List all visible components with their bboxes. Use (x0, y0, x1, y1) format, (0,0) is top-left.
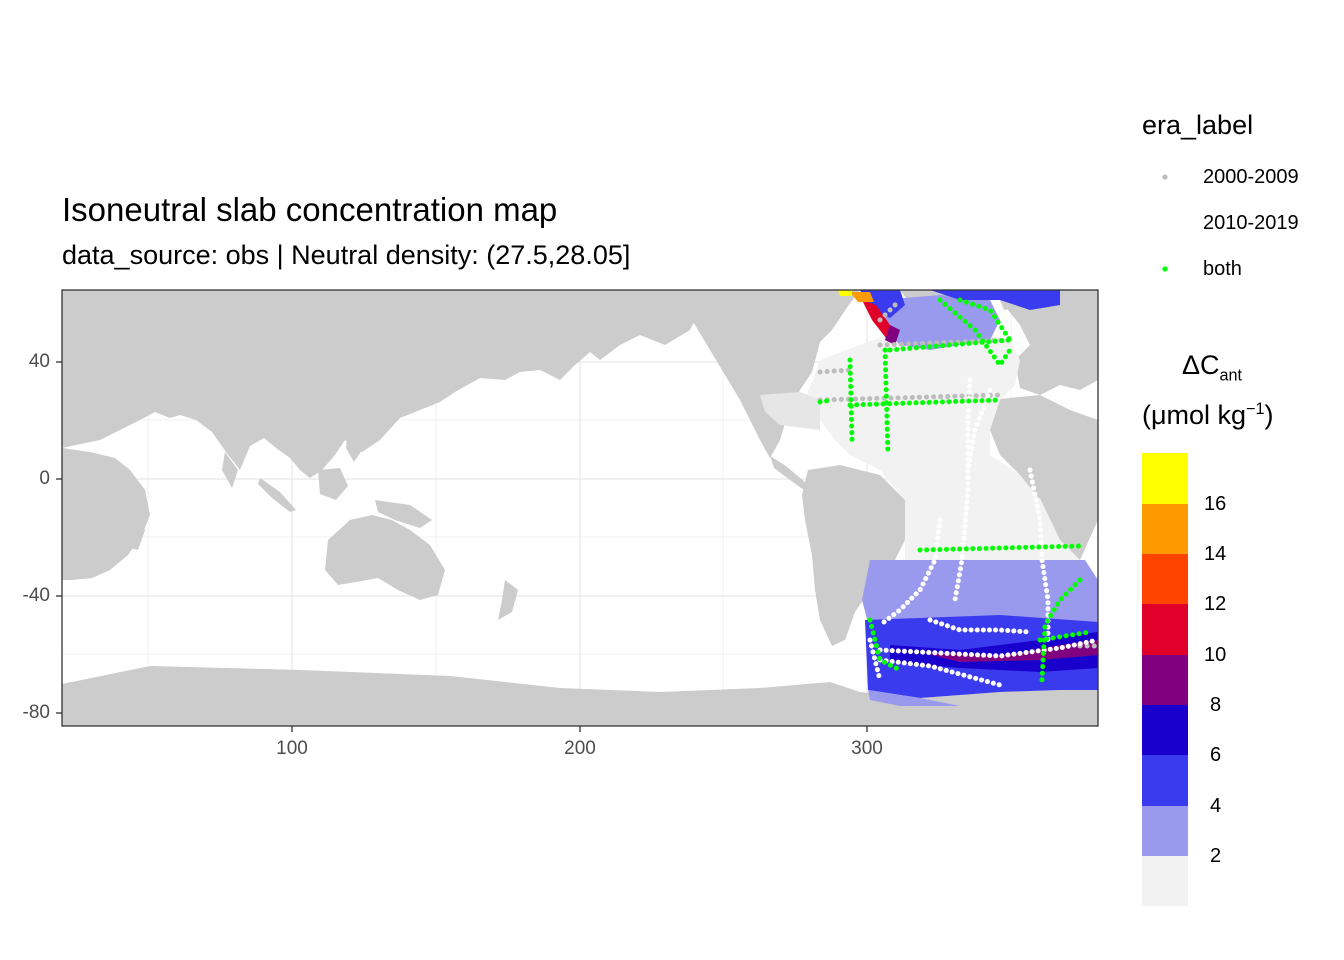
colorbar-bin-0 (1142, 856, 1188, 906)
philippines (346, 428, 362, 462)
colorbar-label: 8 (1210, 694, 1222, 716)
track-both (817, 297, 1093, 683)
colorbar-title-main: ΔC (1182, 350, 1220, 380)
colorbar-unit-suffix: ) (1264, 400, 1274, 430)
colorbar-label: 12 (1204, 593, 1227, 615)
antarctica (62, 666, 1098, 726)
field-hot-4 (885, 325, 900, 345)
borneo (318, 468, 348, 500)
south-america (802, 465, 905, 646)
page-title: Isoneutral slab concentration map (62, 191, 558, 228)
field-hot-3 (838, 290, 852, 296)
colorbar-label: 16 (1204, 493, 1227, 515)
land-masses (62, 290, 1098, 726)
field-southern-edge (868, 690, 960, 706)
india (222, 452, 238, 488)
colorbar (1142, 453, 1188, 906)
era-legend-keys (1162, 174, 1168, 272)
colorbar-label: 10 (1204, 644, 1227, 666)
colorbar-bin-5 (1142, 604, 1188, 655)
colorbar-bin-3 (1142, 705, 1188, 755)
europe-west (1008, 290, 1098, 395)
colorbar-bin-1 (1142, 806, 1188, 856)
japan (380, 350, 402, 390)
sumatra (258, 478, 296, 512)
era-key-2010-2019 (1162, 220, 1168, 226)
axis-ticks (56, 361, 868, 732)
madagascar (130, 515, 145, 550)
australia (325, 515, 445, 600)
y-tick-label: -80 (22, 702, 50, 723)
page-subtitle: data_source: obs | Neutral density: (27.… (62, 240, 631, 270)
new-guinea (375, 500, 432, 528)
new-zealand (498, 580, 518, 620)
y-tick-label: -40 (22, 585, 50, 606)
colorbar-bin-6 (1142, 554, 1188, 604)
y-tick-label: 0 (39, 468, 50, 489)
colorbar-label: 4 (1210, 795, 1222, 817)
x-tick-label: 100 (276, 738, 308, 759)
colorbar-unit-prefix: (μmol kg (1142, 400, 1247, 430)
x-tick-label: 300 (851, 738, 883, 759)
field-hot-2 (850, 292, 874, 302)
field-southern-light (862, 560, 1098, 630)
colorbar-label: 2 (1210, 845, 1222, 867)
africa-east (990, 395, 1098, 565)
x-tick-label: 200 (564, 738, 596, 759)
colorbar-unit-sup: −1 (1246, 400, 1265, 418)
colorbar-bin-8 (1142, 453, 1188, 504)
y-tick-label: 40 (28, 351, 50, 372)
colorbar-title: ΔCant (1182, 350, 1242, 385)
colorbar-title-sub: ant (1219, 366, 1243, 385)
central-america (770, 456, 810, 490)
track-2010-2019 (867, 377, 1098, 688)
observation-tracks (817, 297, 1098, 688)
eurasia (62, 290, 700, 478)
era-key-2000-2009 (1162, 174, 1168, 180)
field-hot-1 (862, 300, 890, 338)
era-key-both (1162, 266, 1168, 272)
north-america (680, 290, 860, 458)
era-legend-label: 2000-2009 (1203, 166, 1299, 188)
field-north-patch-2 (760, 392, 820, 430)
colorbar-bin-4 (1142, 655, 1188, 705)
field-north-atlantic (805, 330, 1045, 548)
africa (62, 448, 150, 580)
colorbar-label: 6 (1210, 744, 1222, 766)
field-south-atlantic (905, 498, 1080, 560)
field-nordic (930, 290, 1060, 310)
colorbar-unit: (μmol kg−1) (1142, 400, 1274, 431)
colorbar-bin-7 (1142, 504, 1188, 554)
era-legend-label: both (1203, 258, 1242, 280)
colorbar-label: 14 (1204, 543, 1227, 565)
field-southern-dark (890, 632, 1098, 672)
era-legend-title: era_label (1142, 110, 1254, 140)
colorbar-bin-2 (1142, 755, 1188, 806)
era-legend-label: 2010-2019 (1203, 212, 1299, 234)
field-subpolar (880, 295, 1000, 350)
